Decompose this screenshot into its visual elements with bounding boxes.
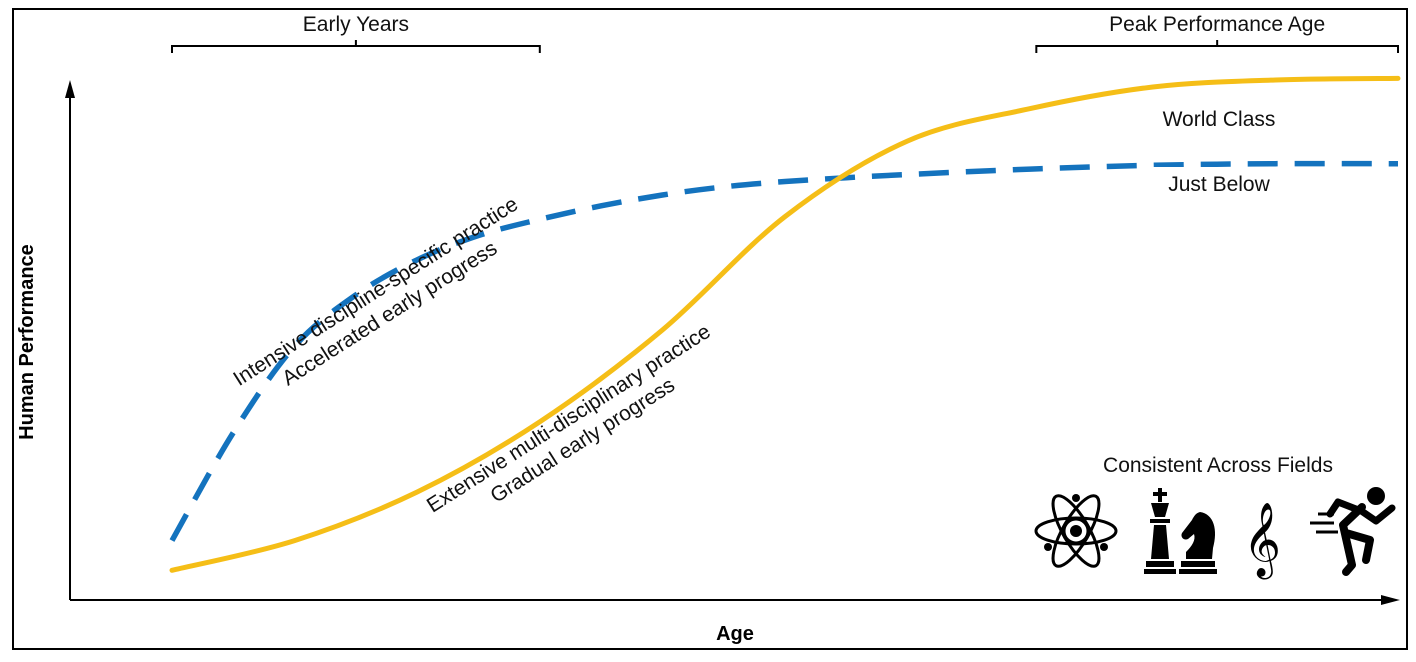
fields-title: Consistent Across Fields bbox=[1103, 454, 1333, 477]
x-axis-label: Age bbox=[716, 623, 754, 645]
series-line-just-below bbox=[169, 160, 1399, 542]
bracket-line bbox=[1035, 40, 1399, 53]
bracket-label: Early Years bbox=[303, 13, 409, 36]
series-label-backing bbox=[1147, 167, 1291, 201]
y-axis-label: Human Performance bbox=[16, 244, 38, 440]
chess-king-icon bbox=[1144, 488, 1176, 574]
x-axis-arrow bbox=[1381, 595, 1400, 605]
bracket-peak-performance-age: Peak Performance Age bbox=[1035, 13, 1399, 53]
axes bbox=[65, 80, 1400, 605]
series-label-backing bbox=[1148, 101, 1290, 135]
treble-clef-icon: 𝄞 bbox=[1243, 503, 1281, 580]
runner-icon bbox=[1310, 487, 1396, 576]
series-label-just-below: Just Below bbox=[1168, 173, 1270, 196]
series-label-world-class: World Class bbox=[1163, 108, 1276, 131]
chess-icon bbox=[1144, 488, 1217, 574]
atom-icon bbox=[1034, 494, 1118, 568]
bracket-label: Peak Performance Age bbox=[1109, 13, 1325, 36]
chess-knight-icon bbox=[1179, 512, 1217, 574]
annotation-intensive-practice: Intensive discipline-specific practice A… bbox=[229, 193, 522, 391]
y-axis-arrow bbox=[65, 80, 75, 98]
annotation-line: Accelerated early progress bbox=[278, 237, 501, 391]
chart-frame bbox=[12, 8, 1408, 650]
annotation-line: Extensive multi-disciplinary practice bbox=[423, 320, 715, 517]
annotation-extensive-practice: Extensive multi-disciplinary practice Gr… bbox=[423, 320, 715, 517]
annotation-line: Intensive discipline-specific practice bbox=[229, 193, 522, 391]
bracket-line bbox=[171, 40, 541, 53]
series-line-world-class bbox=[169, 75, 1401, 573]
bracket-early-years: Early Years bbox=[171, 13, 541, 53]
